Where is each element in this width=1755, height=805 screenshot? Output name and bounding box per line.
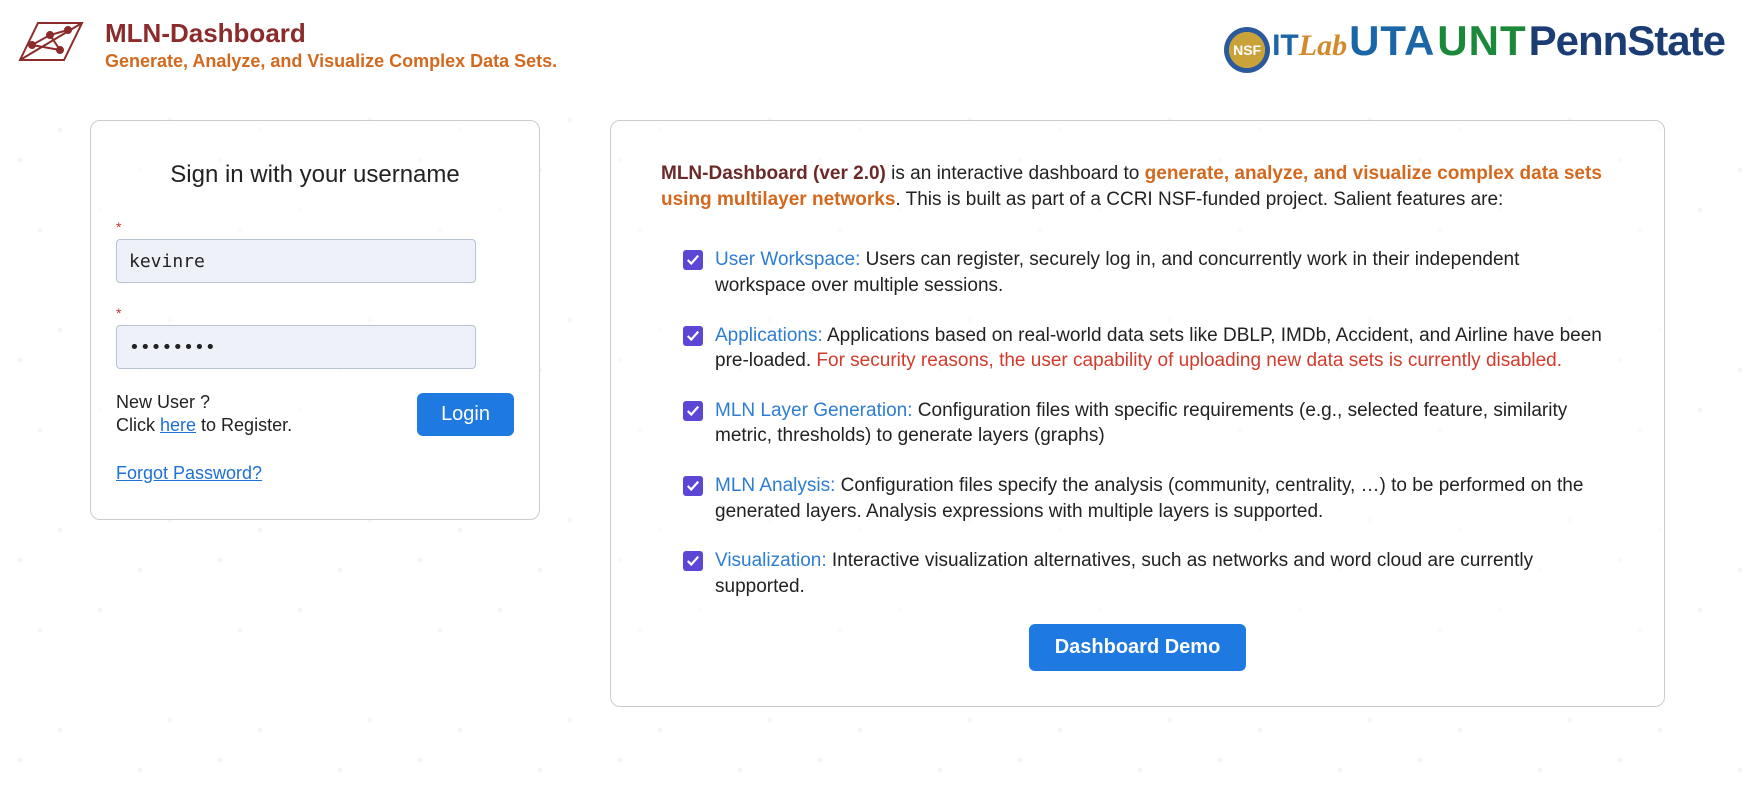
demo-button-wrap: Dashboard Demo	[661, 624, 1614, 671]
feature-list: User Workspace: Users can register, secu…	[661, 247, 1614, 599]
feature-body: MLN Analysis: Configuration files specif…	[715, 473, 1614, 524]
username-required-mark: *	[116, 219, 514, 235]
checkmark-icon	[683, 551, 703, 571]
info-intro-plain-2: . This is built as part of a CCRI NSF-fu…	[895, 189, 1503, 210]
feature-item: Applications: Applications based on real…	[683, 323, 1614, 374]
itlab-it: IT	[1272, 29, 1299, 62]
forgot-password-link[interactable]: Forgot Password?	[116, 463, 262, 484]
login-button[interactable]: Login	[417, 393, 514, 436]
nsf-logo-icon: NSF	[1224, 27, 1270, 73]
feature-text: Configuration files specify the analysis…	[715, 475, 1583, 522]
feature-item: Visualization: Interactive visualization…	[683, 548, 1614, 599]
itlab-lab: Lab	[1299, 29, 1347, 62]
feature-body: Visualization: Interactive visualization…	[715, 548, 1614, 599]
feature-label: MLN Layer Generation:	[715, 400, 913, 421]
feature-body: Applications: Applications based on real…	[715, 323, 1614, 374]
login-heading: Sign in with your username	[116, 161, 514, 189]
new-user-line2-post: to Register.	[196, 415, 292, 435]
feature-body: MLN Layer Generation: Configuration file…	[715, 398, 1614, 449]
checkmark-icon	[683, 326, 703, 346]
info-intro: MLN-Dashboard (ver 2.0) is an interactiv…	[661, 161, 1614, 212]
password-input[interactable]	[116, 325, 476, 369]
new-user-line2-pre: Click	[116, 415, 160, 435]
feature-label: MLN Analysis:	[715, 475, 835, 496]
info-product-name: MLN-Dashboard (ver 2.0)	[661, 163, 886, 184]
pennstate-logo: PennState	[1529, 17, 1725, 65]
mln-logo-icon	[10, 15, 90, 75]
dashboard-demo-button[interactable]: Dashboard Demo	[1029, 624, 1247, 671]
brand-titles: MLN-Dashboard Generate, Analyze, and Vis…	[105, 18, 557, 72]
app-title: MLN-Dashboard	[105, 18, 557, 49]
feature-item: MLN Layer Generation: Configuration file…	[683, 398, 1614, 449]
login-panel: Sign in with your username * * New User …	[90, 120, 540, 520]
brand-block: MLN-Dashboard Generate, Analyze, and Vis…	[10, 15, 557, 75]
password-row: *	[116, 305, 514, 369]
itlab-logo: ITLab	[1272, 29, 1347, 63]
unt-logo: UNT	[1437, 17, 1526, 65]
new-user-text: New User ? Click here to Register.	[116, 391, 292, 438]
page-header: MLN-Dashboard Generate, Analyze, and Vis…	[0, 0, 1755, 90]
feature-item: MLN Analysis: Configuration files specif…	[683, 473, 1614, 524]
feature-label: Visualization:	[715, 550, 827, 571]
new-user-line1: New User ?	[116, 392, 210, 412]
partner-logos: NSF ITLab UTA UNT PennState	[1224, 17, 1745, 73]
info-intro-plain-1: is an interactive dashboard to	[886, 163, 1145, 184]
info-panel: MLN-Dashboard (ver 2.0) is an interactiv…	[610, 120, 1665, 707]
login-footer: New User ? Click here to Register. Login	[116, 391, 514, 438]
main-content: Sign in with your username * * New User …	[0, 90, 1755, 737]
nsf-emblem-label: NSF	[1224, 27, 1270, 73]
uta-logo: UTA	[1349, 17, 1435, 65]
checkmark-icon	[683, 250, 703, 270]
feature-label: Applications:	[715, 325, 823, 346]
feature-warning: For security reasons, the user capabilit…	[816, 350, 1562, 371]
feature-label: User Workspace:	[715, 249, 860, 270]
checkmark-icon	[683, 401, 703, 421]
feature-text: Interactive visualization alternatives, …	[715, 550, 1533, 597]
username-row: *	[116, 219, 514, 283]
app-tagline: Generate, Analyze, and Visualize Complex…	[105, 51, 557, 72]
feature-body: User Workspace: Users can register, secu…	[715, 247, 1614, 298]
checkmark-icon	[683, 476, 703, 496]
password-required-mark: *	[116, 305, 514, 321]
feature-item: User Workspace: Users can register, secu…	[683, 247, 1614, 298]
register-link[interactable]: here	[160, 415, 196, 435]
username-input[interactable]	[116, 239, 476, 283]
